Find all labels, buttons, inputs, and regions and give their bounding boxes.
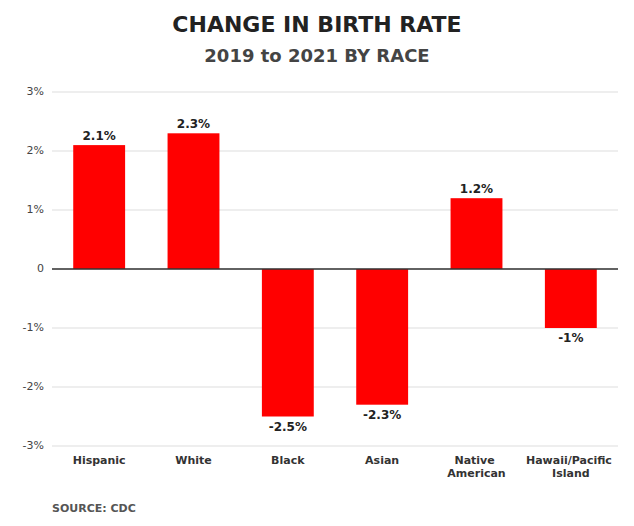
bar xyxy=(545,269,597,328)
x-axis: Hispanic White Black Asian Native American Ha… xyxy=(73,454,616,480)
grid-line xyxy=(52,210,618,211)
chart: CHANGE IN BIRTH RATE 2019 to 2021 BY RACE… xyxy=(0,0,634,526)
grid-line xyxy=(52,92,618,93)
data-label: -2.5% xyxy=(269,420,307,434)
grid-line xyxy=(52,387,618,388)
x-tick-label: Black xyxy=(271,454,305,467)
grid-line xyxy=(52,446,618,447)
data-label: 2.3% xyxy=(177,117,210,131)
bar xyxy=(168,133,220,269)
annotation: SOURCE: CDC xyxy=(52,502,136,515)
y-tick-label: 3% xyxy=(27,85,44,98)
y-tick-label: 2% xyxy=(27,144,44,157)
x-tick-label: Hispanic xyxy=(73,454,126,467)
data-label: 2.1% xyxy=(83,129,116,143)
x-tick-label: Hawaii/Pacific Island xyxy=(526,454,616,480)
y-tick-label: -3% xyxy=(23,439,44,452)
x-tick-label: Asian xyxy=(365,454,399,467)
grid-line xyxy=(52,151,618,152)
data-label: -2.3% xyxy=(363,408,401,422)
zero-line xyxy=(52,268,618,269)
grid-line xyxy=(52,328,618,329)
data-label: -1% xyxy=(558,331,583,345)
bar xyxy=(262,269,314,417)
bars xyxy=(73,133,597,416)
bar xyxy=(356,269,408,405)
y-tick-label: -2% xyxy=(23,380,44,393)
x-tick-label: White xyxy=(175,454,211,467)
title: CHANGE IN BIRTH RATE xyxy=(172,12,461,37)
grid-line xyxy=(52,269,618,270)
grid xyxy=(52,92,618,446)
data-label: 1.2% xyxy=(460,182,493,196)
y-tick-label: 0 xyxy=(37,262,44,275)
x-tick-label: Native American xyxy=(447,454,505,480)
bar xyxy=(451,198,503,269)
subtitle: 2019 to 2021 BY RACE xyxy=(204,45,429,66)
bar xyxy=(73,145,125,269)
y-axis: -3% -2% -1% 0 1% 2% 3% xyxy=(23,85,44,452)
data-labels: 2.1% 2.3% -2.5% -2.3% 1.2% -1% xyxy=(83,117,584,433)
y-tick-label: -1% xyxy=(23,321,44,334)
y-tick-label: 1% xyxy=(27,203,44,216)
